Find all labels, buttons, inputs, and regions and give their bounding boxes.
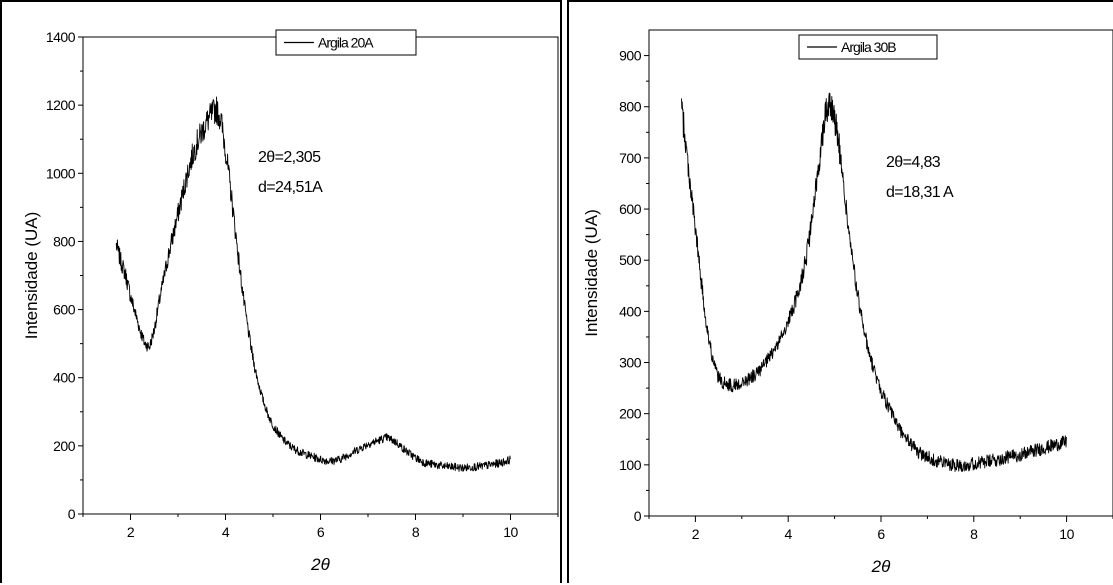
- series-line-argila-20a: [115, 96, 511, 472]
- x-tick-label: 4: [222, 524, 230, 540]
- y-tick-label: 800: [619, 99, 642, 115]
- legend-label: Argila 20A: [318, 35, 374, 51]
- y-tick-label: 0: [634, 508, 642, 524]
- y-tick-label: 1000: [46, 165, 76, 181]
- x-tick-label: 8: [412, 524, 420, 540]
- y-tick-label: 1200: [46, 97, 76, 113]
- peak-annotation: 2θ=4,83: [886, 154, 941, 171]
- y-tick-label: 400: [53, 370, 76, 386]
- chart-panel-argila-20a: 0 200 400 600 800 1000 1200 1400 2 4 6 8 10 Intensida…: [0, 0, 562, 583]
- y-tick-label: 200: [53, 438, 76, 454]
- x-axis-title: 2θ: [871, 557, 891, 576]
- y-axis-title: Intensidade (UA): [582, 209, 601, 337]
- x-tick-label: 4: [785, 526, 793, 542]
- y-tick-label: 200: [619, 406, 642, 422]
- legend-label: Argila 30B: [841, 39, 896, 55]
- y-tick-label: 500: [619, 252, 642, 268]
- peak-annotation: d=24,51A: [258, 179, 323, 196]
- x-tick-label: 10: [503, 524, 518, 540]
- x-tick-label: 2: [127, 524, 135, 540]
- plot-frame: [82, 36, 559, 515]
- y-tick-label: 100: [619, 457, 642, 473]
- x-tick-label: 6: [877, 526, 885, 542]
- y-tick-label: 900: [619, 48, 642, 64]
- plot-frame: [648, 29, 1113, 517]
- y-tick-label: 600: [619, 201, 642, 217]
- x-tick-label: 8: [970, 526, 978, 542]
- chart-svg-argila-20a: 0 200 400 600 800 1000 1200 1400 2 4 6 8 10 Intensida…: [22, 29, 559, 574]
- y-tick-label: 600: [53, 302, 76, 318]
- y-tick-label: 400: [619, 303, 642, 319]
- x-tick-label: 10: [1059, 526, 1074, 542]
- chart-svg-argila-30b: 0 100 200 300 400 500 600 700 800 900 2 4 6 8 10 Intens…: [582, 29, 1113, 576]
- y-tick-label: 300: [619, 355, 642, 371]
- x-tick-label: 2: [692, 526, 700, 542]
- series-line-argila-30b: [681, 92, 1067, 472]
- chart-panel-argila-30b: 0 100 200 300 400 500 600 700 800 900 2 4 6 8 10 Intens…: [567, 0, 1113, 583]
- y-tick-label: 0: [68, 506, 76, 522]
- y-tick-label: 1400: [46, 29, 76, 45]
- y-tick-label: 800: [53, 233, 76, 249]
- peak-annotation: d=18,31 A: [886, 184, 954, 201]
- peak-annotation: 2θ=2,305: [258, 149, 321, 166]
- y-tick-label: 700: [619, 150, 642, 166]
- y-axis-title: Intensidade (UA): [22, 212, 41, 340]
- x-axis-title: 2θ: [310, 555, 330, 574]
- x-tick-label: 6: [317, 524, 325, 540]
